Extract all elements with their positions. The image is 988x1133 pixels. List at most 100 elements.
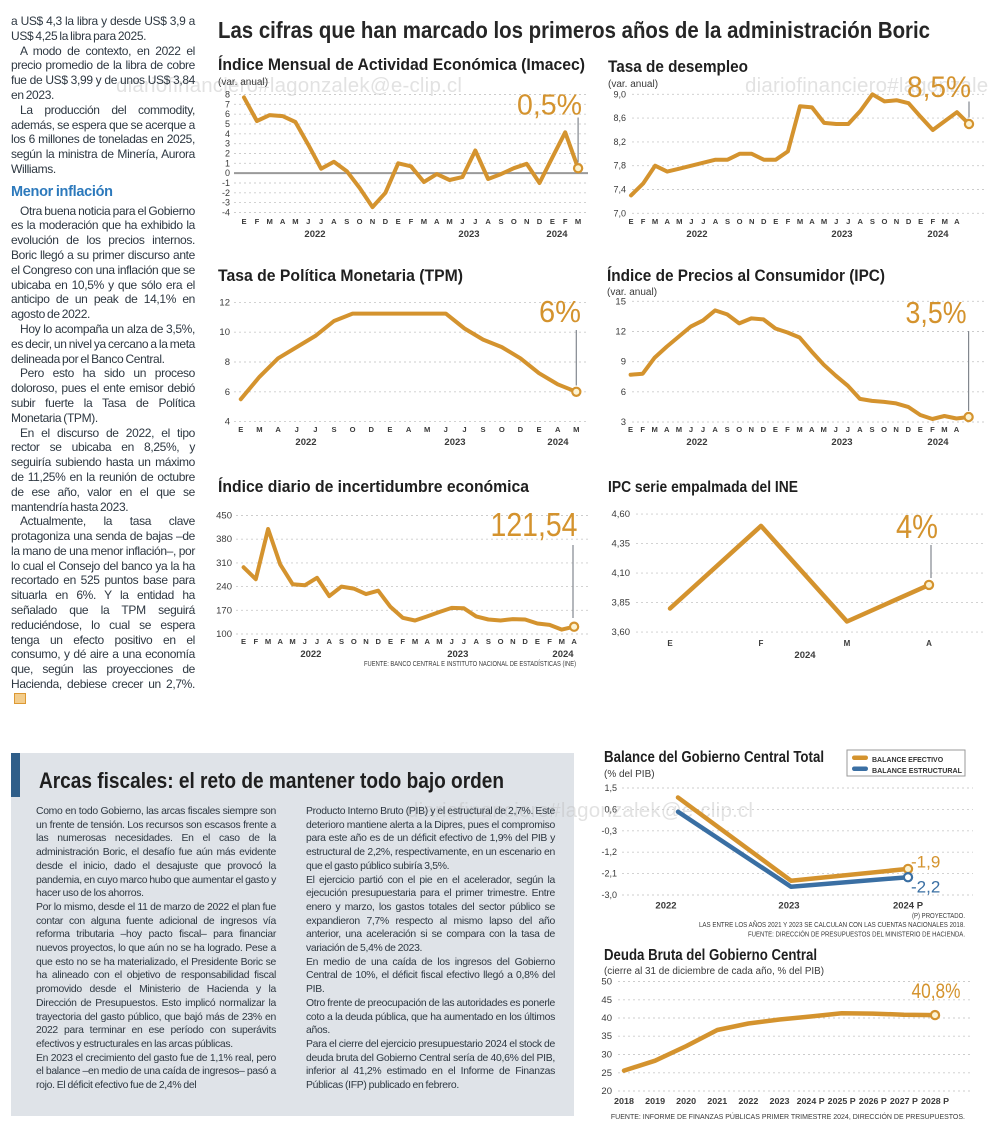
svg-text:1,5: 1,5 bbox=[604, 783, 617, 793]
svg-text:F: F bbox=[786, 217, 791, 226]
svg-text:O: O bbox=[737, 217, 743, 226]
svg-text:8,5%: 8,5% bbox=[907, 71, 971, 104]
svg-text:F: F bbox=[759, 639, 764, 648]
svg-text:2025 P: 2025 P bbox=[828, 1096, 856, 1106]
svg-text:O: O bbox=[350, 425, 356, 434]
svg-text:2024 P: 2024 P bbox=[893, 901, 924, 912]
svg-text:25: 25 bbox=[601, 1068, 612, 1079]
svg-text:7: 7 bbox=[225, 99, 230, 109]
svg-text:F: F bbox=[930, 217, 935, 226]
svg-text:2020: 2020 bbox=[676, 1096, 696, 1106]
svg-text:F: F bbox=[255, 217, 260, 226]
svg-text:D: D bbox=[383, 217, 389, 226]
svg-text:D: D bbox=[522, 637, 528, 646]
svg-text:2024: 2024 bbox=[552, 649, 574, 660]
svg-text:A: A bbox=[857, 425, 863, 434]
svg-text:2023: 2023 bbox=[778, 901, 799, 912]
svg-text:M: M bbox=[941, 425, 947, 434]
svg-text:S: S bbox=[498, 217, 503, 226]
svg-text:45: 45 bbox=[601, 995, 612, 1006]
svg-text:380: 380 bbox=[216, 534, 232, 545]
svg-text:M: M bbox=[267, 217, 273, 226]
svg-text:D: D bbox=[761, 217, 767, 226]
svg-text:A: A bbox=[280, 217, 286, 226]
svg-text:A: A bbox=[809, 425, 815, 434]
svg-text:2023: 2023 bbox=[770, 1096, 790, 1106]
svg-text:-1,2: -1,2 bbox=[601, 847, 617, 857]
svg-text:F: F bbox=[785, 425, 790, 434]
svg-text:2022: 2022 bbox=[304, 229, 325, 240]
svg-text:J: J bbox=[306, 217, 310, 226]
svg-text:2: 2 bbox=[225, 149, 230, 159]
svg-text:2018: 2018 bbox=[614, 1096, 634, 1106]
svg-text:12: 12 bbox=[615, 327, 626, 338]
svg-text:-1,9: -1,9 bbox=[911, 853, 940, 872]
svg-text:N: N bbox=[370, 217, 375, 226]
svg-text:2023: 2023 bbox=[831, 229, 852, 240]
svg-text:5: 5 bbox=[225, 119, 230, 129]
svg-text:6%: 6% bbox=[539, 294, 581, 329]
svg-text:-2,1: -2,1 bbox=[601, 869, 617, 879]
svg-text:M: M bbox=[942, 217, 948, 226]
svg-text:Tasa de Política Monetaria (TP: Tasa de Política Monetaria (TPM) bbox=[218, 266, 463, 285]
svg-text:S: S bbox=[725, 425, 730, 434]
svg-text:Índice Mensual de Actividad Ec: Índice Mensual de Actividad Económica (I… bbox=[218, 55, 585, 74]
svg-text:-3,0: -3,0 bbox=[601, 890, 617, 900]
svg-text:0,6: 0,6 bbox=[604, 804, 617, 814]
svg-text:F: F bbox=[400, 637, 405, 646]
svg-text:-3: -3 bbox=[222, 198, 230, 208]
svg-text:12: 12 bbox=[219, 297, 230, 308]
svg-text:-4: -4 bbox=[222, 208, 230, 218]
svg-text:J: J bbox=[444, 425, 448, 434]
svg-text:A: A bbox=[331, 217, 337, 226]
svg-text:(var. anual): (var. anual) bbox=[218, 77, 268, 88]
svg-text:BALANCE EFECTIVO: BALANCE EFECTIVO bbox=[872, 757, 944, 764]
svg-text:0,5%: 0,5% bbox=[517, 90, 582, 122]
svg-text:M: M bbox=[289, 637, 295, 646]
svg-text:6: 6 bbox=[225, 387, 230, 398]
svg-text:2022: 2022 bbox=[655, 901, 676, 912]
svg-text:S: S bbox=[869, 425, 874, 434]
svg-text:8: 8 bbox=[225, 357, 230, 368]
svg-text:M: M bbox=[424, 425, 430, 434]
svg-text:2021: 2021 bbox=[707, 1096, 727, 1106]
svg-text:N: N bbox=[510, 637, 515, 646]
svg-text:E: E bbox=[241, 217, 246, 226]
svg-text:LAS ENTRE LOS AÑOS 2021 Y 2023: LAS ENTRE LOS AÑOS 2021 Y 2023 SE CALCUL… bbox=[699, 920, 965, 929]
svg-text:A: A bbox=[473, 637, 479, 646]
svg-text:J: J bbox=[473, 217, 477, 226]
svg-text:M: M bbox=[412, 637, 418, 646]
svg-text:0: 0 bbox=[225, 168, 230, 178]
svg-text:N: N bbox=[749, 217, 754, 226]
svg-text:40: 40 bbox=[601, 1013, 612, 1024]
svg-text:40,8%: 40,8% bbox=[912, 980, 961, 1003]
svg-text:100: 100 bbox=[216, 629, 232, 640]
svg-text:J: J bbox=[315, 637, 319, 646]
svg-text:2023: 2023 bbox=[444, 437, 465, 448]
svg-text:4: 4 bbox=[225, 417, 230, 428]
svg-text:A: A bbox=[485, 217, 491, 226]
svg-text:F: F bbox=[563, 217, 568, 226]
svg-text:-0,3: -0,3 bbox=[601, 826, 617, 836]
svg-text:J: J bbox=[701, 425, 705, 434]
svg-text:D: D bbox=[375, 637, 381, 646]
svg-text:2028 P: 2028 P bbox=[921, 1096, 949, 1106]
svg-text:121,54: 121,54 bbox=[491, 506, 578, 543]
svg-text:N: N bbox=[894, 217, 899, 226]
svg-text:E: E bbox=[773, 217, 778, 226]
svg-text:4%: 4% bbox=[896, 508, 938, 545]
svg-text:M: M bbox=[446, 217, 452, 226]
svg-text:2022: 2022 bbox=[295, 437, 316, 448]
svg-text:Las cifras que han marcado los: Las cifras que han marcado los primeros … bbox=[218, 17, 930, 43]
svg-text:7,0: 7,0 bbox=[613, 208, 626, 218]
svg-text:E: E bbox=[773, 425, 778, 434]
svg-text:A: A bbox=[713, 217, 719, 226]
svg-text:9,0: 9,0 bbox=[613, 89, 626, 99]
svg-text:F: F bbox=[930, 425, 935, 434]
svg-text:E: E bbox=[628, 425, 633, 434]
svg-text:2024 P: 2024 P bbox=[797, 1096, 825, 1106]
svg-text:3,60: 3,60 bbox=[612, 627, 631, 638]
svg-text:D: D bbox=[537, 217, 543, 226]
svg-text:A: A bbox=[275, 425, 281, 434]
svg-text:J: J bbox=[462, 637, 466, 646]
